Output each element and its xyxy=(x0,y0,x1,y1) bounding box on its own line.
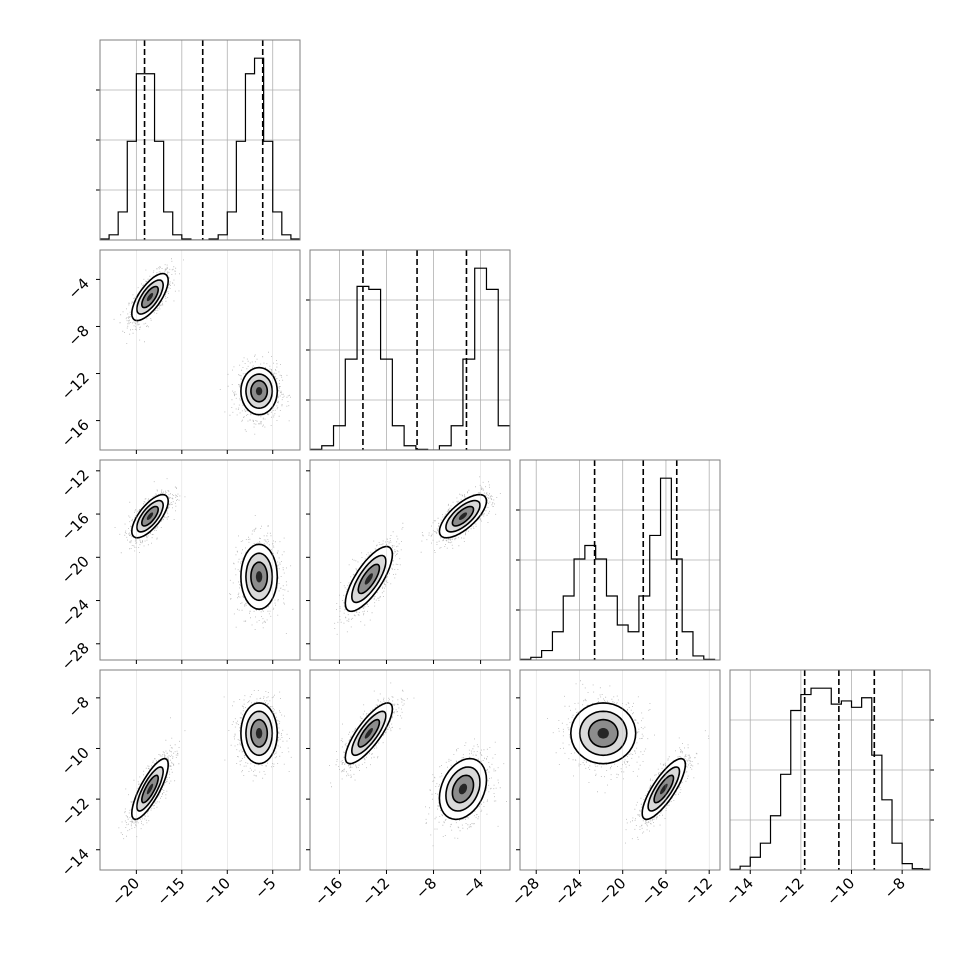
panel-border xyxy=(519,459,721,661)
y-tick-label-p3: −8 xyxy=(64,693,92,721)
x-tick-label-p3: −8 xyxy=(881,874,909,902)
density-contour-level-4 xyxy=(255,571,263,583)
panel-background xyxy=(100,250,300,450)
histogram-bars-p0 xyxy=(100,57,300,240)
density-contour-level-4 xyxy=(146,512,154,520)
x-tick-label-p3: −14 xyxy=(722,874,757,909)
x-tick-label-p0: −10 xyxy=(199,874,234,909)
panel-content xyxy=(535,670,710,870)
panel-border xyxy=(729,669,931,871)
scatter-points xyxy=(229,515,294,634)
density-contour-level-4 xyxy=(255,387,263,396)
panel-content xyxy=(329,670,507,870)
panel-content xyxy=(334,460,501,660)
y-tick-label-p3: −14 xyxy=(58,845,93,880)
panel-border xyxy=(309,669,511,871)
panel-border xyxy=(99,249,301,451)
x-tick-label-p2: −24 xyxy=(551,874,586,909)
scatter-panel-p1-p2 xyxy=(306,459,511,664)
density-contour-level-4 xyxy=(146,292,154,302)
density-contour-level-4 xyxy=(458,783,468,795)
x-tick-label-p1: −16 xyxy=(311,874,346,909)
y-tick-label-p2: −20 xyxy=(58,552,93,587)
y-tick-label-p2: −16 xyxy=(58,509,93,544)
scatter-panel-p0-p3: −14 −12 −10 −8 xyxy=(58,669,301,880)
y-tick-label-p1: −16 xyxy=(58,416,93,451)
y-tick-label-p2: −12 xyxy=(58,466,93,501)
x-tick-label-p3: −12 xyxy=(773,874,808,909)
panel-content xyxy=(113,250,291,450)
x-tick-label-p2: −12 xyxy=(681,874,716,909)
density-contour-level-4 xyxy=(146,783,154,795)
panel-border xyxy=(99,39,301,241)
x-tick-label-p0: −5 xyxy=(251,874,279,902)
y-tick-label-p3: −12 xyxy=(58,794,93,829)
x-tick-label-p2: −16 xyxy=(638,874,673,909)
x-tick-label-p2: −20 xyxy=(594,874,629,909)
panel-content xyxy=(118,670,292,870)
panel-border xyxy=(99,669,301,871)
histogram-panel-p2 xyxy=(516,459,721,661)
panel-border xyxy=(309,459,511,661)
panel-background xyxy=(310,460,510,660)
y-tick-label-p3: −10 xyxy=(58,744,93,779)
density-contour-level-4 xyxy=(597,728,609,739)
density-contour-level-4 xyxy=(255,728,263,739)
scatter-panel-p0-p1: −16 −12 −8 −4 xyxy=(58,249,301,454)
x-tick-label-p1: −4 xyxy=(459,874,487,902)
density-contour-level-4 xyxy=(364,728,373,739)
histogram-panel-p0 xyxy=(96,39,301,241)
histogram-bars-p3 xyxy=(730,687,930,870)
histogram-bars-p2 xyxy=(520,477,716,660)
y-tick-label-p1: −8 xyxy=(64,322,92,350)
histogram-panel-p1 xyxy=(306,249,511,451)
panel-border xyxy=(99,459,301,661)
scatter-panel-p0-p2: −28 −24 −20 −16 −12 xyxy=(58,459,301,674)
panel-border xyxy=(519,669,721,871)
x-tick-label-p1: −8 xyxy=(412,874,440,902)
density-contour-level-4 xyxy=(364,573,373,585)
density-contour-level-4 xyxy=(458,512,468,520)
x-tick-label-p1: −12 xyxy=(358,874,393,909)
x-tick-label-p0: −15 xyxy=(154,874,189,909)
y-tick-label-p2: −28 xyxy=(58,639,93,674)
x-tick-label-p2: −28 xyxy=(508,874,543,909)
panel-border xyxy=(309,249,511,451)
scatter-panel-p2-p3 xyxy=(516,669,721,874)
histogram-panel-p3 xyxy=(729,669,934,871)
y-tick-label-p1: −12 xyxy=(58,369,93,404)
histogram-bars-p1 xyxy=(310,267,510,450)
x-tick-label-p3: −10 xyxy=(823,874,858,909)
y-tick-label-p2: −24 xyxy=(58,596,93,631)
panel-background xyxy=(100,670,300,870)
panel-content xyxy=(114,460,294,660)
x-tick-label-p0: −20 xyxy=(108,874,143,909)
panel-background xyxy=(520,670,720,870)
y-tick-label-p1: −4 xyxy=(64,275,92,303)
scatter-panel-p1-p3 xyxy=(306,669,511,874)
